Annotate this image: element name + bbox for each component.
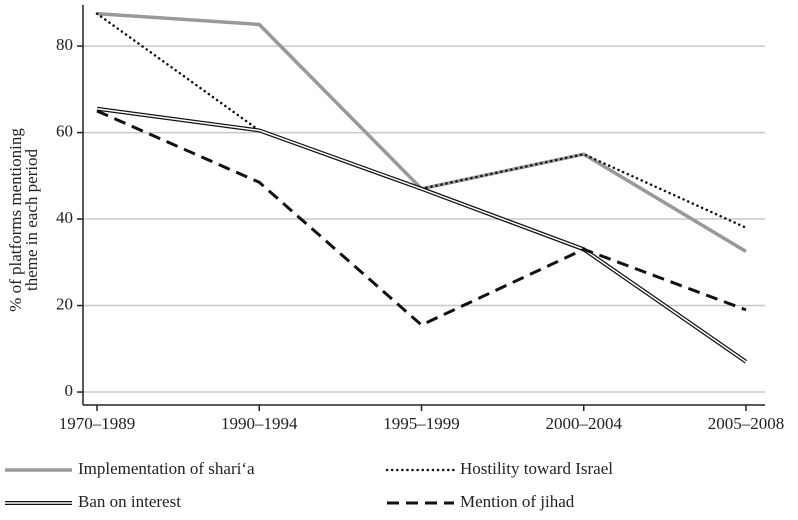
- y-tick-label: 80: [56, 35, 73, 54]
- x-tick-label: 2005–2008: [708, 414, 785, 433]
- series-line: [96, 106, 748, 364]
- y-axis-label: theme in each period: [22, 148, 41, 291]
- legend-label: Hostility toward Israel: [460, 459, 613, 478]
- y-tick-label: 40: [56, 208, 73, 227]
- y-tick-label: 20: [56, 294, 73, 313]
- series-line: [96, 109, 747, 327]
- x-tick-label: 1995–1999: [383, 414, 460, 433]
- x-tick-label: 2000–2004: [546, 414, 623, 433]
- x-tick-label: 1970–1989: [59, 414, 136, 433]
- y-tick-label: 0: [65, 381, 74, 400]
- series-line: [96, 108, 747, 363]
- y-tick-label: 60: [56, 121, 73, 140]
- x-tick-label: 1990–1994: [221, 414, 298, 433]
- y-axis-label: % of platforms mentioning: [6, 128, 25, 312]
- legend-label: Implementation of shari‘a: [78, 459, 255, 478]
- legend-label: Mention of jihad: [460, 492, 575, 511]
- legend-label: Ban on interest: [78, 492, 181, 511]
